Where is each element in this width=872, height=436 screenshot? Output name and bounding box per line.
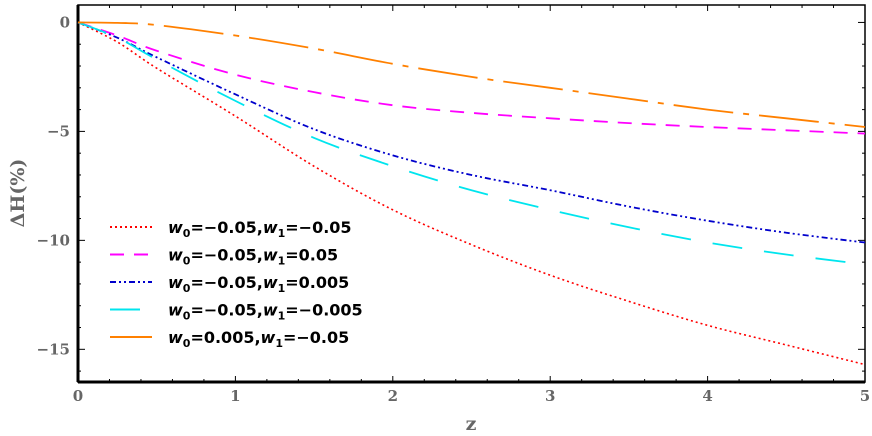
- legend-entry: w0=−0.05,w1=0.05: [168, 246, 338, 268]
- legend-entry: w0=−0.05,w1=0.005: [168, 273, 349, 295]
- x-tick-label: 0: [73, 387, 83, 405]
- x-tick-label: 4: [702, 387, 712, 405]
- x-tick-label: 3: [545, 387, 555, 405]
- series-line-1: [77, 21, 866, 366]
- y-tick-label: 0: [60, 13, 70, 31]
- x-tick-label: 5: [860, 387, 870, 405]
- legend-entry: w0=−0.05,w1=−0.05: [168, 218, 352, 240]
- y-axis-label: ΔH(%): [7, 159, 29, 228]
- x-tick-label: 1: [230, 387, 240, 405]
- legend-entry: w0=0.005,w1=−0.05: [168, 328, 349, 350]
- legend-entry: w0=−0.05,w1=−0.005: [168, 301, 363, 323]
- series-line-2: [77, 21, 866, 135]
- series-line-5: [77, 21, 866, 128]
- x-tick-label: 2: [388, 387, 398, 405]
- y-tick-label: −5: [47, 122, 70, 140]
- y-tick-label: −15: [37, 340, 70, 358]
- y-tick-label: −10: [37, 231, 70, 249]
- plot-frame: [77, 4, 866, 383]
- series-line-3: [77, 21, 866, 244]
- x-axis-label: z: [466, 413, 477, 435]
- series-line-4: [77, 21, 866, 266]
